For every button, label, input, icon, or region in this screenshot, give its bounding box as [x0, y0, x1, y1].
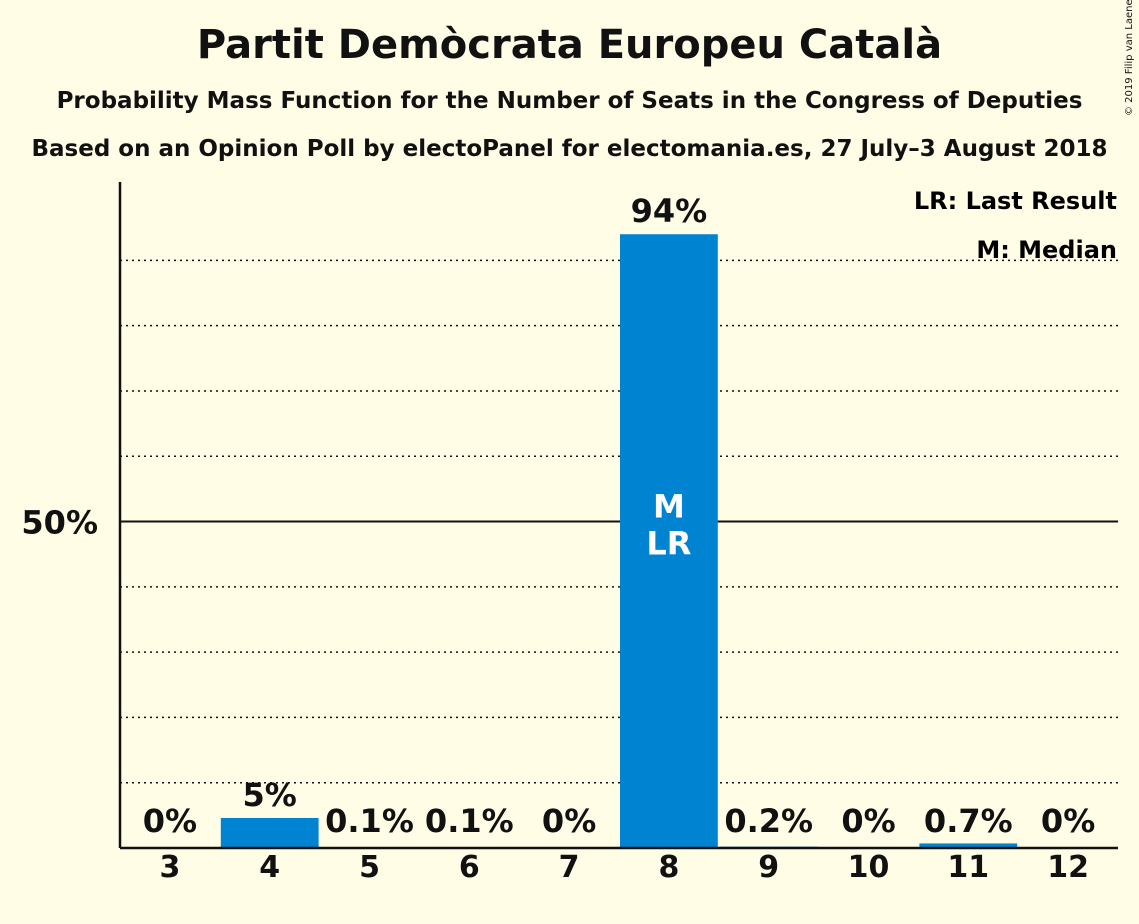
legend-median: M: Median — [976, 236, 1117, 264]
value-label-7: 0% — [542, 802, 596, 840]
value-label-11: 0.7% — [924, 802, 1013, 840]
gridlines — [120, 259, 1118, 784]
chart-title: Partit Demòcrata Europeu Català — [196, 22, 943, 68]
bar-11 — [919, 843, 1018, 848]
bars — [220, 234, 1018, 848]
value-label-12: 0% — [1041, 802, 1095, 840]
y-tick-label: 50% — [21, 504, 98, 542]
chart-subtitle: Probability Mass Function for the Number… — [56, 88, 1083, 114]
bar-8 — [619, 234, 718, 848]
x-tick-label: 10 — [848, 850, 890, 885]
x-tick-label: 12 — [1047, 850, 1089, 885]
value-label-9: 0.2% — [724, 802, 813, 840]
x-tick-label: 11 — [947, 850, 989, 885]
x-tick-label: 3 — [159, 850, 180, 885]
x-tick-label: 5 — [359, 850, 380, 885]
labels: 0% 3 5% 4 0.1% 5 0.1% 6 0% 7 94% 8 MLR 0.2% 9 0% 10 0.7% 1… — [21, 192, 1095, 885]
value-label-8: 94% — [631, 192, 708, 230]
axes — [118, 182, 1118, 850]
value-label-5: 0.1% — [325, 802, 414, 840]
value-label-4: 5% — [243, 776, 297, 814]
x-tick-label: 7 — [559, 850, 580, 885]
bar-marker-lr: LR — [646, 525, 691, 563]
x-tick-label: 6 — [459, 850, 480, 885]
x-tick-label: 8 — [658, 850, 679, 885]
value-label-6: 0.1% — [425, 802, 514, 840]
value-label-10: 0% — [841, 802, 895, 840]
value-label-3: 0% — [143, 802, 197, 840]
x-tick-label: 4 — [259, 850, 280, 885]
legend-last-result: LR: Last Result — [914, 187, 1117, 215]
chart-source: Based on an Opinion Poll by electoPanel … — [31, 136, 1108, 162]
bar-marker-m: M — [653, 488, 685, 526]
x-tick-label: 9 — [758, 850, 779, 885]
bar-4 — [220, 817, 319, 848]
